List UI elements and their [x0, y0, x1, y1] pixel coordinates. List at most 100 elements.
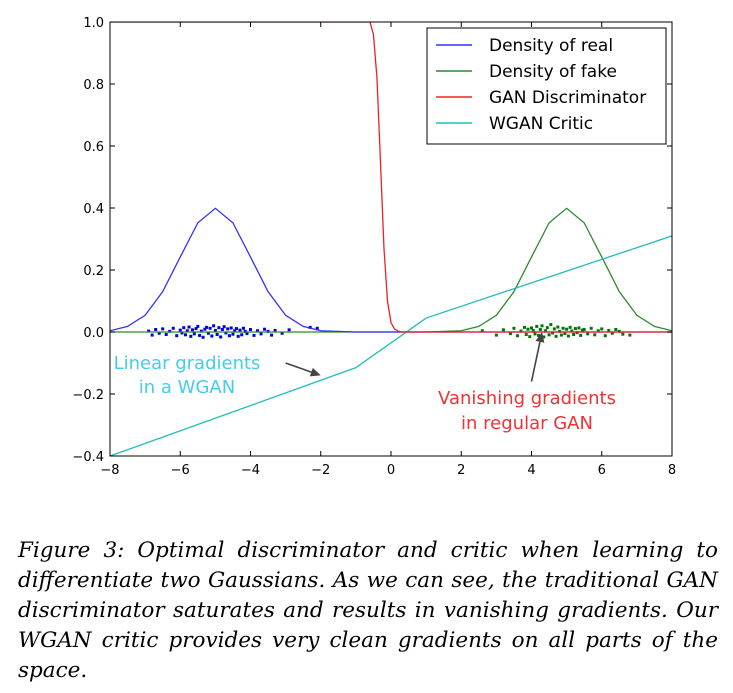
sample-point-1-46	[600, 327, 604, 331]
annotation-0-line-1: in a WGAN	[139, 377, 235, 398]
sample-point-0-28	[212, 324, 216, 328]
x-tick-label-3: −2	[311, 463, 330, 478]
sample-point-0-43	[238, 328, 242, 332]
y-tick-label-0: −0.4	[72, 450, 104, 465]
sample-point-1-23	[551, 331, 555, 335]
sample-point-0-7	[171, 326, 175, 330]
sample-point-0-21	[199, 329, 203, 333]
sample-point-0-44	[240, 333, 244, 337]
sample-point-1-36	[573, 327, 577, 331]
sample-point-1-41	[582, 328, 586, 332]
sample-point-1-16	[538, 328, 542, 332]
sample-point-0-39	[231, 332, 235, 336]
sample-point-0-17	[192, 332, 196, 336]
sample-point-0-36	[226, 327, 230, 331]
x-tick-label-1: −6	[171, 463, 190, 478]
sample-point-0-55	[273, 328, 277, 332]
sample-point-1-20	[545, 326, 549, 330]
sample-point-1-1	[494, 333, 498, 337]
series-line-3	[110, 235, 672, 456]
x-tick-label-6: 4	[527, 463, 535, 478]
sample-point-1-13	[533, 332, 537, 336]
x-tick-label-2: −4	[241, 463, 260, 478]
series-line-0	[110, 207, 672, 333]
sample-point-1-19	[544, 329, 548, 333]
sample-point-1-28	[559, 333, 563, 337]
x-tick-label-7: 6	[598, 463, 606, 478]
y-tick-label-5: 0.6	[83, 140, 104, 155]
sample-point-0-24	[205, 325, 209, 329]
sample-point-1-3	[508, 332, 512, 336]
legend-label-3: WGAN Critic	[489, 114, 593, 134]
sample-point-1-12	[531, 328, 535, 332]
sample-point-0-37	[227, 334, 231, 338]
sample-point-0-40	[233, 329, 237, 333]
sample-point-0-5	[164, 332, 168, 336]
sample-point-1-34	[570, 329, 574, 333]
sample-point-1-24	[552, 327, 556, 331]
sample-point-1-14	[535, 324, 539, 328]
y-tick-label-3: 0.2	[83, 264, 104, 279]
sample-point-0-58	[308, 325, 312, 329]
legend-box	[426, 27, 667, 145]
sample-point-1-43	[589, 326, 593, 330]
sample-point-0-16	[191, 328, 195, 332]
sample-point-0-47	[245, 332, 249, 336]
sample-point-0-32	[219, 335, 223, 339]
y-tick-label-6: 0.8	[83, 78, 104, 93]
sample-point-0-1	[150, 333, 154, 337]
sample-point-1-49	[610, 331, 614, 335]
y-tick-label-7: 1.0	[83, 16, 104, 31]
sample-point-0-25	[206, 331, 210, 335]
series-line-2	[110, 22, 672, 333]
annotations: Linear gradients in a WGAN Vanishing gradi…	[114, 332, 616, 434]
series-line-1	[110, 207, 672, 333]
sample-point-0-45	[241, 326, 245, 330]
figure: −8 −6 −4 −2 0 2 4 6 8 −0.4 −0.2 0.0 0.2 0.4 0.6 0.8 1.0 …	[72, 16, 676, 478]
annotation-arrowhead-1	[535, 332, 545, 343]
sample-point-1-17	[540, 324, 544, 328]
sample-point-0-48	[249, 328, 252, 332]
annotation-arrow-0	[285, 362, 312, 373]
sample-point-1-25	[554, 334, 558, 338]
sample-point-1-26	[556, 325, 560, 329]
sample-point-0-19	[196, 324, 200, 328]
x-tick-label-8: 8	[668, 463, 676, 478]
sample-point-0-33	[220, 328, 224, 332]
sample-point-1-33	[568, 325, 572, 329]
sample-point-1-6	[519, 329, 523, 333]
sample-point-0-29	[213, 328, 217, 332]
annotation-arrow-1	[530, 341, 541, 382]
sample-point-0-57	[287, 328, 291, 332]
sample-point-1-15	[537, 333, 541, 337]
sample-point-0-20	[198, 333, 202, 337]
legend-label-1: Density of fake	[489, 62, 617, 82]
sample-point-1-48	[607, 328, 611, 332]
sample-point-1-7	[522, 325, 526, 329]
y-tick-label-2: 0.0	[83, 326, 104, 341]
legend-label-2: GAN Discriminator	[489, 88, 646, 108]
chart: −8 −6 −4 −2 0 2 4 6 8−0.4−0.20.00.20.40.60.81.0 …	[72, 16, 676, 478]
sample-point-0-14	[187, 325, 191, 329]
y-tick-label-4: 0.4	[83, 202, 104, 217]
sample-point-1-10	[528, 335, 532, 339]
sample-point-0-18	[194, 327, 198, 331]
sample-point-1-4	[512, 326, 516, 330]
sample-point-0-10	[180, 331, 184, 335]
sample-point-0-15	[189, 334, 193, 338]
sample-point-1-50	[614, 328, 618, 332]
sample-point-1-40	[580, 328, 584, 332]
sample-point-0-34	[222, 325, 226, 329]
sample-point-0-54	[270, 333, 274, 337]
x-tick-label-4: 0	[387, 463, 395, 478]
sample-point-1-53	[628, 333, 632, 337]
x-tick-label-5: 2	[457, 463, 465, 478]
sample-point-1-47	[603, 334, 607, 338]
sample-point-0-59	[315, 326, 319, 330]
sample-point-1-21	[547, 333, 551, 337]
sample-point-1-29	[561, 326, 565, 330]
legend: Density of real Density of fake GAN Discri…	[426, 27, 667, 145]
sample-point-0-4	[161, 327, 165, 331]
sample-point-1-8	[524, 332, 528, 336]
sample-point-0-8	[175, 334, 179, 338]
